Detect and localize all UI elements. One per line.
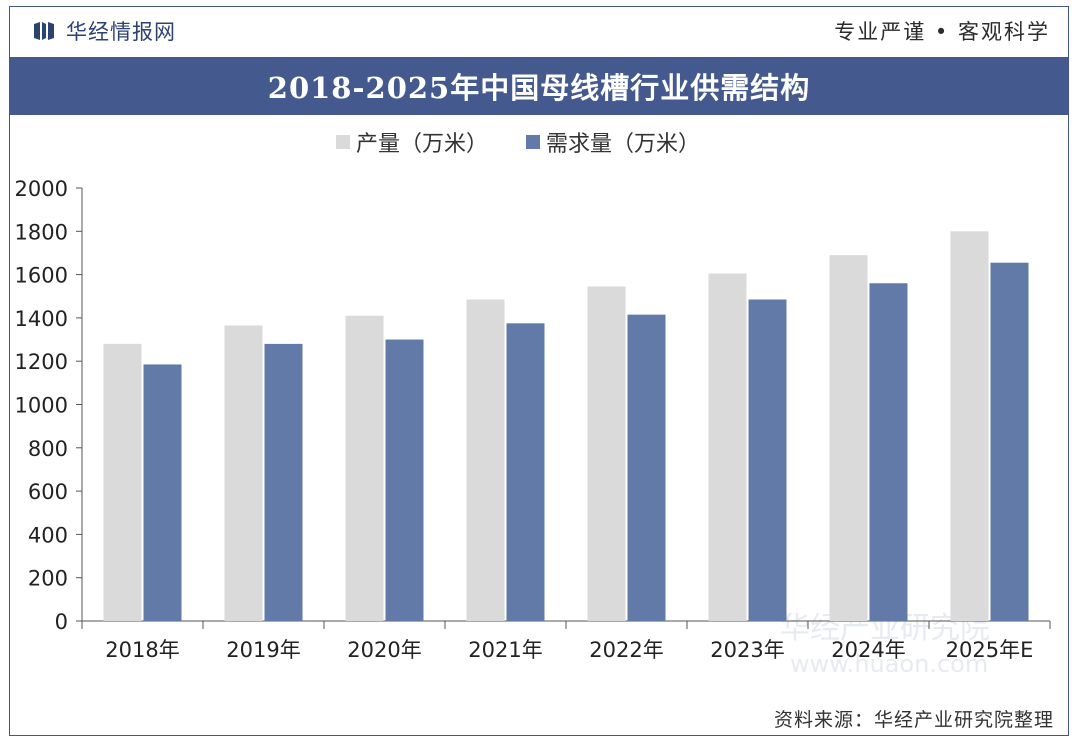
brand-logo-icon [34, 22, 54, 40]
title-banner: 2018-2025年中国母线槽行业供需结构 [10, 57, 1068, 115]
x-tick-label: 2023年 [710, 638, 784, 662]
y-tick-label: 600 [28, 480, 68, 504]
x-tick-label: 2018年 [105, 638, 179, 662]
legend-item-demand: 需求量（万米） [526, 126, 700, 158]
y-tick-label: 200 [28, 567, 68, 591]
y-tick-label: 1600 [15, 264, 68, 288]
chart-title: 2018-2025年中国母线槽行业供需结构 [267, 71, 811, 105]
y-tick-label: 1000 [15, 394, 68, 418]
y-tick-label: 1400 [15, 307, 68, 331]
x-tick-label: 2021年 [468, 638, 542, 662]
x-tick-label: 2025年E [946, 638, 1034, 662]
y-tick-label: 1200 [15, 350, 68, 374]
y-tick-label: 2000 [15, 177, 68, 201]
x-tick-label: 2020年 [347, 638, 421, 662]
bar-production [466, 299, 505, 621]
watermark-url: www.huaon.com [790, 650, 988, 678]
bars [103, 231, 1029, 622]
x-tick-label: 2019年 [226, 638, 300, 662]
bar-production [708, 273, 747, 621]
bar-production [950, 231, 989, 622]
axis-labels: 0 200 400 600 800 1000 1200 1400 1600 1800 2000 201… [15, 177, 1034, 662]
bar-demand [869, 283, 908, 621]
y-tick-label: 0 [55, 610, 68, 634]
y-tick-label: 800 [28, 437, 68, 461]
bar-demand [264, 343, 303, 621]
slogan: 专业严谨 • 客观科学 [834, 20, 1050, 44]
legend-label-production: 产量（万米） [356, 132, 489, 157]
bar-demand [627, 314, 666, 621]
legend-swatch-production [336, 135, 350, 149]
x-tick-label: 2024年 [831, 638, 905, 662]
brand-name: 华经情报网 [66, 20, 176, 44]
y-tick-label: 1800 [15, 220, 68, 244]
top-bar: 华经情报网 专业严谨 • 客观科学 [10, 7, 1068, 55]
brand: 华经情报网 [32, 16, 176, 46]
bar-production [103, 343, 142, 621]
bar-demand [143, 364, 182, 621]
legend-item-production: 产量（万米） [336, 126, 488, 158]
legend-swatch-demand [526, 135, 541, 149]
bar-demand [990, 262, 1029, 621]
bar-demand [506, 323, 545, 621]
legend-label-demand: 需求量（万米） [546, 132, 701, 157]
bar-production [224, 325, 263, 621]
x-tick-label: 2022年 [589, 638, 663, 662]
bar-production [345, 315, 384, 621]
bar-production [587, 286, 626, 621]
y-tick-label: 400 [28, 523, 68, 547]
legend: 产量（万米） 需求量（万米） [336, 126, 738, 158]
bar-demand [748, 299, 787, 621]
bar-production [829, 255, 868, 622]
bar-demand [385, 339, 424, 621]
source-note: 资料来源：华经产业研究院整理 [773, 709, 1054, 731]
